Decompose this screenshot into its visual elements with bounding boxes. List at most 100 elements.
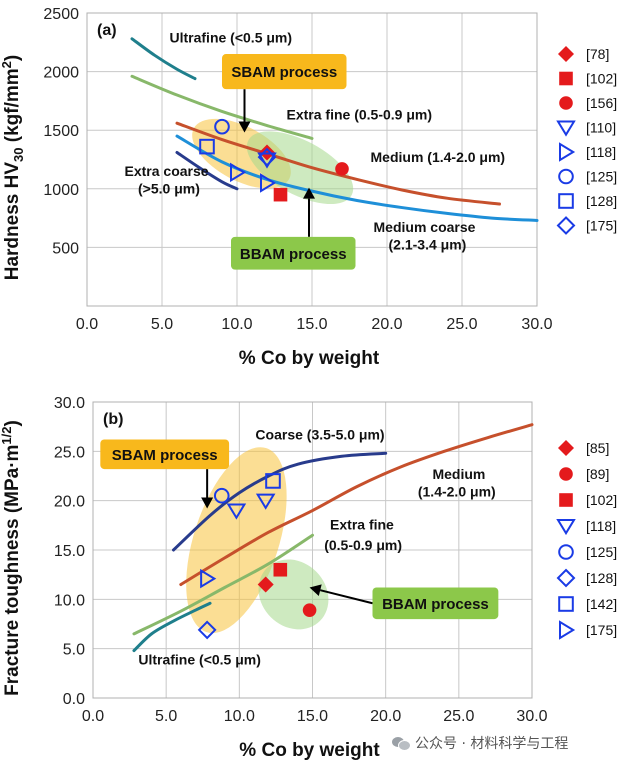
series-line — [175, 121, 501, 206]
callout-label: BBAM process — [382, 596, 489, 613]
curve-label: Medium coarse — [374, 219, 476, 235]
legend-marker — [559, 493, 573, 507]
y-axis-label: Hardness HV30 (kgf/mm2) — [0, 55, 26, 281]
curve-label: Coarse (3.5-5.0 μm) — [255, 426, 384, 442]
x-tick-label: 5.0 — [155, 708, 177, 725]
curve-label: Extra fine — [330, 516, 394, 532]
data-point — [200, 568, 217, 589]
legend-label: [85] — [586, 440, 609, 456]
legend-marker — [558, 168, 574, 185]
data-point — [260, 173, 277, 193]
watermark-text: 公众号 · 材料科学与工程 — [415, 736, 569, 752]
legend-marker — [556, 568, 576, 588]
callout-box — [100, 439, 230, 470]
x-axis-label: % Co by weight — [239, 740, 380, 761]
legend-marker — [558, 440, 574, 456]
curve-label: Extra fine (0.5-0.9 μm) — [287, 107, 433, 123]
legend-marker — [559, 620, 576, 640]
legend-marker — [558, 596, 574, 612]
legend-marker — [559, 467, 573, 481]
curve-label: Extra coarse — [125, 163, 209, 179]
legend-label: [118] — [586, 518, 616, 534]
series-line — [175, 150, 239, 191]
plot-frame — [86, 12, 538, 307]
panel-label: (a) — [97, 22, 117, 39]
callout-label: BBAM process — [240, 246, 347, 263]
callout-arrowhead — [303, 187, 315, 199]
curve-label: (1.4-2.0 μm) — [418, 484, 496, 500]
data-point — [230, 162, 247, 183]
callout-label: SBAM process — [231, 64, 337, 81]
data-point — [226, 503, 247, 520]
curve-label: Medium — [432, 466, 485, 482]
data-point — [335, 162, 349, 176]
data-point — [257, 576, 274, 593]
data-point — [259, 144, 275, 161]
data-point — [199, 138, 215, 155]
watermark: 公众号 · 材料科学与工程 — [392, 733, 568, 753]
legend-label: [110] — [586, 120, 616, 136]
legend-label: [142] — [586, 596, 617, 612]
legend-label: [128] — [586, 570, 617, 586]
data-point — [273, 562, 288, 577]
callout-box — [231, 236, 356, 270]
x-tick-label: 5.0 — [151, 316, 173, 333]
curve-label: Ultrafine (<0.5 μm) — [170, 29, 293, 45]
data-point — [214, 118, 230, 135]
x-tick-label: 15.0 — [296, 316, 327, 333]
x-tick-label: 0.0 — [82, 708, 104, 725]
callout-arrow — [319, 589, 373, 605]
legend-label: [89] — [586, 466, 609, 482]
curve-label: Ultrafine (<0.5 μm) — [138, 651, 261, 667]
legend-marker — [558, 46, 574, 62]
y-tick-label: 500 — [52, 240, 79, 257]
legend-marker — [558, 544, 574, 560]
x-tick-label: 20.0 — [370, 708, 401, 725]
x-axis-label: % Co by weight — [239, 348, 380, 369]
callout-box — [372, 587, 499, 620]
plot-frame — [92, 401, 533, 699]
legend-label: [125] — [586, 169, 617, 185]
callout-arrowhead — [238, 121, 251, 133]
data-point — [213, 487, 230, 504]
legend-marker — [559, 96, 573, 110]
x-tick-label: 15.0 — [297, 708, 328, 725]
y-tick-label: 10.0 — [54, 592, 85, 609]
y-tick-label: 25.0 — [54, 444, 85, 461]
legend-marker — [559, 71, 573, 86]
x-tick-label: 20.0 — [371, 316, 402, 333]
y-tick-label: 20.0 — [54, 494, 85, 511]
data-point — [273, 187, 288, 202]
legend-label: [78] — [586, 46, 609, 62]
chart-panel-b: 0.0 5.0 10.0 15.0 20.0 25.0 30.0 0.0 5.0 10.0 15.0… — [0, 395, 617, 761]
legend-marker — [556, 120, 576, 137]
y-tick-label: 2000 — [43, 65, 79, 82]
legend-label: [102] — [586, 71, 617, 87]
y-tick-label: 2500 — [43, 6, 79, 23]
data-point — [255, 493, 276, 510]
legend-label: [156] — [586, 95, 617, 111]
legend-marker — [556, 216, 576, 235]
legend-label: [175] — [586, 218, 617, 234]
x-tick-label: 30.0 — [516, 708, 547, 725]
legend-marker — [556, 519, 576, 536]
y-tick-label: 1500 — [43, 123, 79, 140]
wechat-icon — [392, 735, 411, 751]
callout-arrowhead — [201, 497, 214, 509]
legend-marker — [558, 193, 574, 209]
series-line — [130, 74, 314, 140]
legend-label: [175] — [586, 622, 617, 638]
y-tick-label: 15.0 — [54, 543, 85, 560]
curve-label: (2.1-3.4 μm) — [389, 237, 467, 253]
data-point — [265, 473, 281, 489]
curve-label: Medium (1.4-2.0 μm) — [371, 149, 506, 165]
legend-label: [125] — [586, 544, 617, 560]
legend-label: [102] — [586, 492, 617, 508]
legend-marker — [559, 142, 576, 162]
y-tick-label: 30.0 — [54, 395, 85, 412]
curve-label: (>5.0 μm) — [138, 180, 200, 196]
callout-arrowhead — [309, 584, 322, 596]
data-point — [257, 147, 277, 167]
y-tick-label: 1000 — [43, 182, 79, 199]
